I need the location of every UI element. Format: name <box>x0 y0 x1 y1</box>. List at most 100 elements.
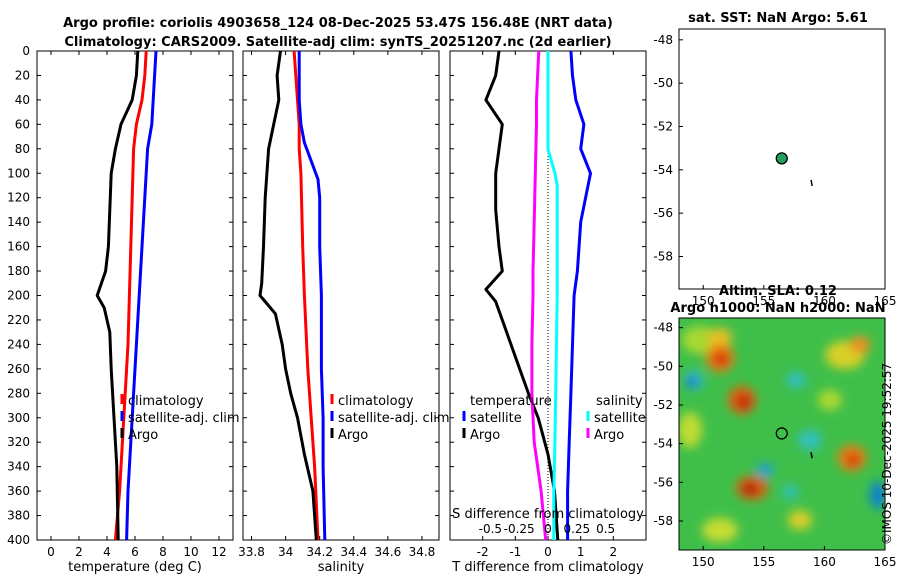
x-axis-label: T difference from climatology <box>451 560 644 575</box>
depth-tick-label: 180 <box>7 264 30 278</box>
island-outline <box>810 452 813 459</box>
depth-tick-label: 380 <box>7 509 30 523</box>
legend-label: Argo <box>338 428 368 443</box>
x-tick-label: 34.2 <box>306 545 333 559</box>
depth-tick-label: 0 <box>22 44 30 58</box>
x-tick-label: 10 <box>183 545 198 559</box>
depth-tick-label: 80 <box>15 142 30 156</box>
x-tick-label: 0 <box>544 545 552 559</box>
title-line-1: Argo profile: coriolis 4903658_124 08-De… <box>63 16 613 31</box>
argo-float-marker <box>775 152 788 165</box>
series-line-salinity-argo <box>530 50 548 541</box>
depth-tick-label: 100 <box>7 166 30 180</box>
x-tick-label: -1 <box>509 545 521 559</box>
argo-float-marker <box>775 427 788 440</box>
legend-label: satellite-adj. clim <box>128 411 240 426</box>
map-x-tick-label: 155 <box>752 555 775 569</box>
x-tick-label: 12 <box>211 545 226 559</box>
series-line-satellite-adj-clim <box>297 51 327 541</box>
temperature-plot: 0 2 4 6 8 10 12 temperature (deg C) climatology s… <box>37 50 240 575</box>
depth-tick-label: 40 <box>15 93 30 107</box>
map-y-tick-label: -50 <box>653 76 673 90</box>
x-axis-label: temperature (deg C) <box>68 560 202 575</box>
depth-tick-label: 220 <box>7 313 30 327</box>
map-y-tick-label: -56 <box>653 206 673 220</box>
series-line-argo <box>258 50 318 541</box>
sla-panel-title-1: Altim. SLA: 0.12 <box>719 284 837 299</box>
x-tick-label: 34.6 <box>375 545 402 559</box>
x-tick-label: 34 <box>278 545 293 559</box>
depth-tick-label: 280 <box>7 386 30 400</box>
x-tick-label: 0 <box>47 545 55 559</box>
sst-panel-title: sat. SST: NaN Argo: 5.61 <box>688 11 868 26</box>
x2-tick-label: 0.25 <box>563 522 590 536</box>
map-x-tick-label: 155 <box>752 294 775 308</box>
depth-tick-label: 240 <box>7 337 30 351</box>
depth-tick-label: 160 <box>7 240 30 254</box>
island-outline <box>810 179 813 186</box>
map-y-tick-label: -52 <box>653 120 673 134</box>
x-tick-label: 8 <box>159 545 167 559</box>
sla-map-overlay: 150 155 160 165 -48 -50 -52 -54 -56 -58 <box>653 321 896 569</box>
x2-tick-label: 0.5 <box>596 522 615 536</box>
depth-tick-labels: 0 20 40 60 80 100 120 140 160 180 200 220 240 260 280 3… <box>7 44 30 547</box>
series-line-satellite-adj-clim <box>125 50 158 541</box>
series-line-temperature-argo <box>484 50 560 541</box>
map-y-tick-label: -58 <box>653 250 673 264</box>
title-line-2: Climatology: CARS2009. Satellite-adj cli… <box>64 35 611 50</box>
map-y-tick-label: -48 <box>653 321 673 335</box>
depth-tick-label: 400 <box>7 533 30 547</box>
x2-tick-label: -0.25 <box>504 522 535 536</box>
x2-tick-label: 0 <box>544 522 552 536</box>
legend-label: satellite <box>594 411 646 426</box>
difference-plot: -2 -1 0 1 2T difference from climatology -0.5… <box>450 50 646 575</box>
depth-tick-label: 320 <box>7 435 30 449</box>
depth-tick-label: 360 <box>7 484 30 498</box>
depth-tick-label: 20 <box>15 68 30 82</box>
x-tick-label: 2 <box>610 545 618 559</box>
x-axis-label: salinity <box>318 560 365 575</box>
x-tick-label: 1 <box>577 545 585 559</box>
series-line-climatology <box>113 50 148 541</box>
depth-tick-label: 60 <box>15 117 30 131</box>
map-x-tick-label: 160 <box>813 294 836 308</box>
legend-label: Argo <box>470 428 500 443</box>
map-x-tick-label: 160 <box>813 555 836 569</box>
series-line-temperature-satellite <box>566 50 592 540</box>
x-tick-label: 6 <box>131 545 139 559</box>
salinity-axes <box>242 50 440 541</box>
x-tick-label: 2 <box>75 545 83 559</box>
legend-label: satellite-adj. clim <box>338 411 450 426</box>
depth-tick-label: 260 <box>7 362 30 376</box>
x2-tick-label: -0.5 <box>479 522 502 536</box>
sla-map-axes <box>678 317 886 551</box>
x2-axis-label: S difference from climatology <box>452 507 644 522</box>
depth-tick-label: 200 <box>7 289 30 303</box>
series-line-argo <box>95 50 140 541</box>
map-x-tick-label: 150 <box>692 555 715 569</box>
map-y-tick-label: -58 <box>653 514 673 528</box>
depth-tick-label: 120 <box>7 191 30 205</box>
map-y-tick-label: -54 <box>653 163 673 177</box>
sla-heatmap <box>679 318 885 550</box>
map-y-tick-label: -56 <box>653 475 673 489</box>
x-tick-label: -2 <box>477 545 489 559</box>
series-line-salinity-satellite <box>546 51 559 540</box>
x-tick-label: 4 <box>103 545 111 559</box>
salinity-plot: 33.8 34 34.2 34.4 34.6 34.8 salinity climatolog… <box>238 50 450 575</box>
sla-panel-title-2: Argo h1000: NaN h2000: NaN <box>670 301 885 316</box>
watermark: ©IMOS 10-Dec-2025 19:52:57 <box>880 363 894 545</box>
depth-tick-label: 140 <box>7 215 30 229</box>
legend-label: Argo <box>594 428 624 443</box>
x-tick-label: 33.8 <box>238 545 265 559</box>
map-x-tick-label: 150 <box>692 294 715 308</box>
x-tick-label: 34.8 <box>409 545 436 559</box>
legend-label: satellite <box>470 411 522 426</box>
map-y-tick-label: -50 <box>653 359 673 373</box>
map-y-tick-label: -48 <box>653 33 673 47</box>
legend-label: climatology <box>128 394 204 409</box>
depth-tick-label: 340 <box>7 460 30 474</box>
series-line-climatology <box>292 50 320 541</box>
x-tick-label: 34.4 <box>340 545 367 559</box>
